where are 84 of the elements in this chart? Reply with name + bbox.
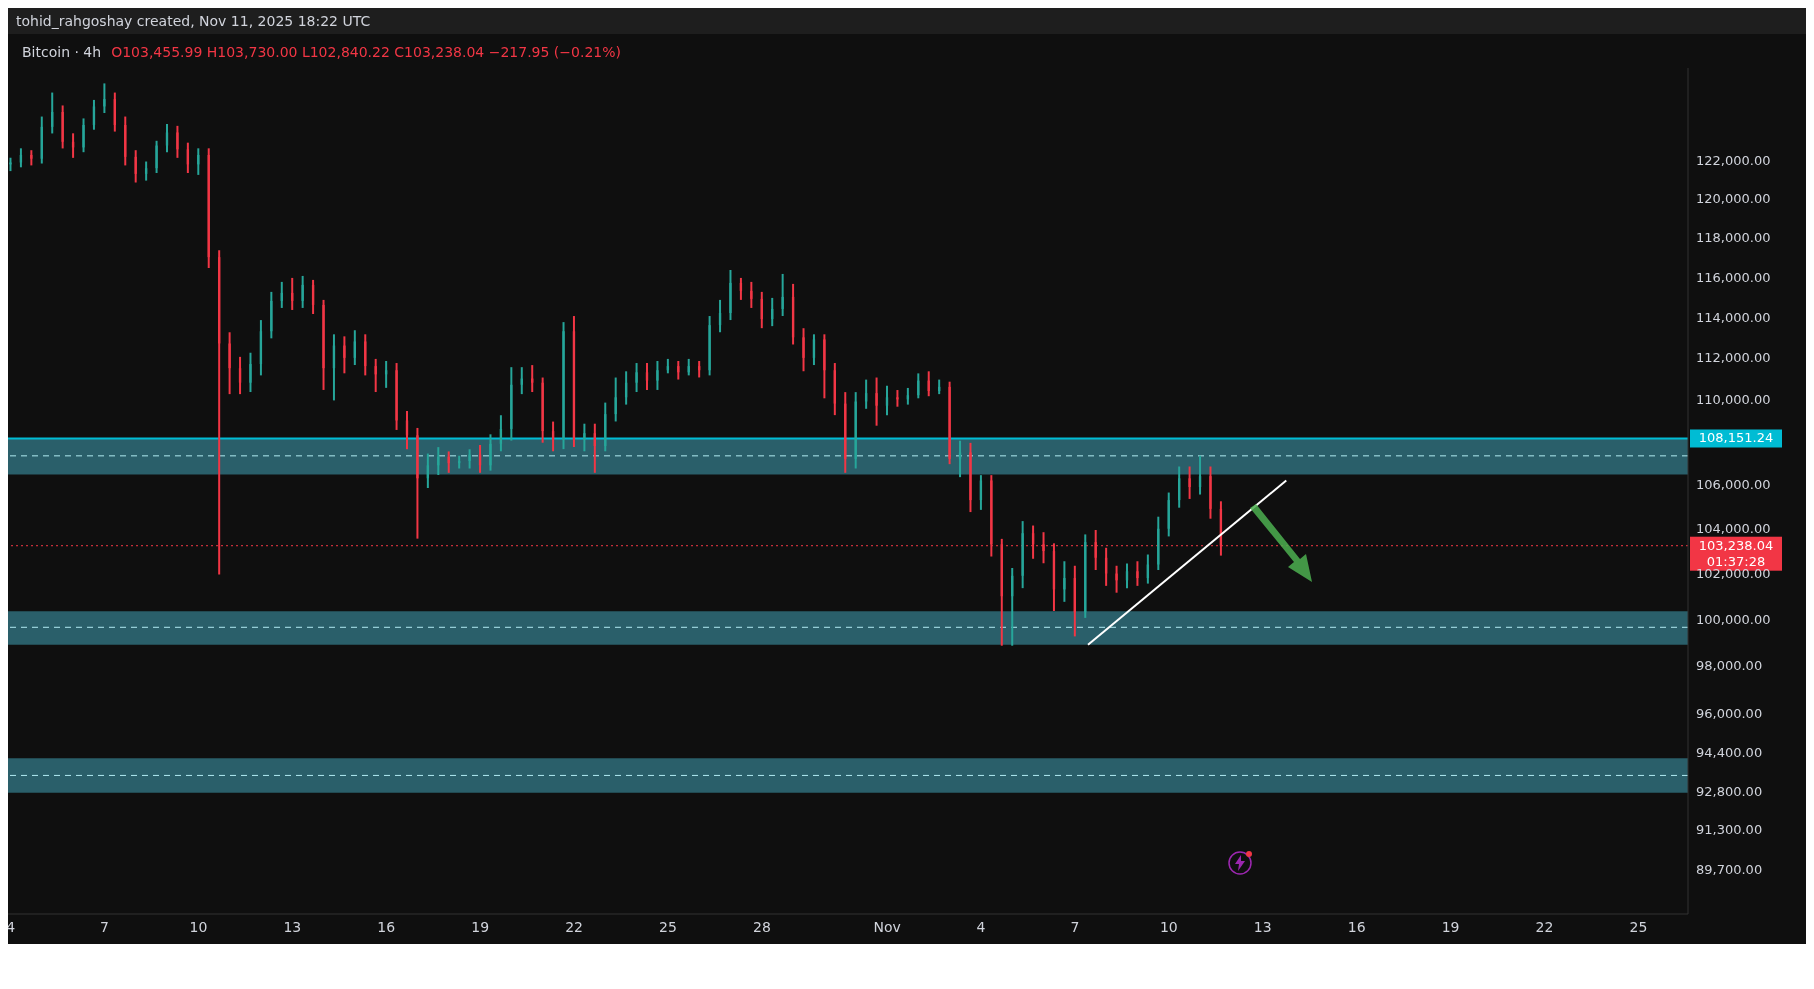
ref-line-label: 103,238.04: [1698, 537, 1774, 553]
candlestick: [864, 379, 868, 409]
x-tick-label: 13: [1253, 918, 1272, 935]
candlestick: [896, 390, 899, 407]
y-tick-label: 91,300.00: [1696, 821, 1763, 837]
y-tick-label: 89,700.00: [1696, 862, 1763, 878]
candlestick: [155, 140, 158, 173]
y-tick-label: 96,000.00: [1696, 705, 1763, 721]
candlestick: [489, 434, 492, 471]
candlestick: [635, 363, 638, 393]
y-tick-label: 106,000.00: [1696, 477, 1771, 493]
x-tick-label: 22: [565, 918, 583, 935]
y-tick-label: 102,000.00: [1696, 566, 1771, 582]
candlestick: [562, 322, 565, 450]
x-tick-label: 25: [1629, 918, 1648, 935]
x-tick-label: 4: [976, 918, 986, 935]
candlestick: [165, 123, 169, 153]
candlestick: [729, 269, 732, 321]
candlestick: [656, 360, 659, 390]
x-tick-label: 16: [1347, 918, 1366, 935]
candlestick: [875, 377, 878, 426]
candlestick: [82, 118, 85, 153]
x-tick-label: 25: [659, 918, 677, 935]
x-tick-label: 16: [377, 918, 396, 935]
candlestick: [228, 332, 231, 395]
candlestick: [1063, 561, 1066, 602]
candlestick: [30, 150, 33, 166]
ref-line-label: 108,151.24: [1698, 430, 1774, 446]
candlestick: [510, 367, 513, 441]
candlestick: [958, 440, 962, 478]
candlestick: [1021, 521, 1024, 589]
candlestick: [468, 449, 471, 469]
candlestick: [823, 334, 826, 399]
y-tick-label: 110,000.00: [1696, 392, 1771, 408]
x-tick-label: 13: [283, 918, 302, 935]
x-tick-label: 10: [1159, 918, 1178, 935]
y-tick-label: 114,000.00: [1696, 309, 1771, 325]
candlestick: [1136, 561, 1139, 586]
x-tick-label: Nov: [873, 918, 901, 935]
text: 01:37:28: [1706, 553, 1766, 569]
candlestick: [541, 377, 544, 443]
text: tohid_rahgoshay created, Nov 11, 2025 18:22 UTC: [15, 12, 372, 31]
y-tick-label: 92,800.00: [1696, 784, 1763, 800]
candlestick: [1209, 466, 1212, 519]
y-tick-label: 94,400.00: [1696, 744, 1763, 760]
y-tick-label: 112,000.00: [1696, 350, 1771, 366]
chart-title: Bitcoin · 4h: [22, 44, 102, 60]
candlestick: [176, 125, 179, 158]
candlestick: [301, 275, 304, 308]
x-tick-label: 22: [1535, 918, 1554, 935]
x-tick-label: 7: [1070, 918, 1080, 935]
x-tick-label: 10: [189, 918, 208, 935]
x-tick-label: 19: [471, 918, 490, 935]
candlestick: [948, 381, 951, 465]
candlestick: [1188, 466, 1191, 499]
candlestick: [1115, 565, 1118, 593]
y-tick-label: 118,000.00: [1696, 230, 1771, 246]
chart-subtitle: O103,455.99 H103,730.00 L102,840.22 C103,238.04 −217.95 (−0.21%): [111, 44, 621, 60]
candlestick: [249, 352, 252, 393]
candlestick: [103, 83, 106, 113]
y-tick-label: 116,000.00: [1696, 269, 1771, 285]
y-tick-label: 100,000.00: [1696, 611, 1771, 627]
x-tick-label: 7: [100, 918, 109, 935]
candlestick: [322, 299, 325, 390]
y-tick-label: 98,000.00: [1696, 658, 1763, 674]
candlestick: [708, 316, 711, 376]
y-tick-label: 122,000.00: [1696, 153, 1771, 169]
y-tick-label: 104,000.00: [1696, 521, 1771, 537]
candlestick: [885, 385, 889, 416]
y-tick-label: 120,000.00: [1696, 191, 1771, 207]
x-tick-label: 19: [1441, 918, 1460, 935]
candlestick: [395, 363, 398, 430]
candlestick: [343, 336, 346, 374]
x-tick-label: 28: [753, 918, 771, 935]
candlestick: [583, 423, 586, 452]
candlestick: [416, 427, 419, 539]
candlestick: [750, 281, 753, 308]
candlestick: [781, 273, 784, 317]
candlestick: [645, 363, 649, 390]
candlestick: [802, 328, 805, 372]
candlestick: [551, 421, 555, 452]
candlestick: [969, 442, 972, 513]
candlestick: [61, 105, 64, 149]
candlestick: [270, 291, 273, 339]
